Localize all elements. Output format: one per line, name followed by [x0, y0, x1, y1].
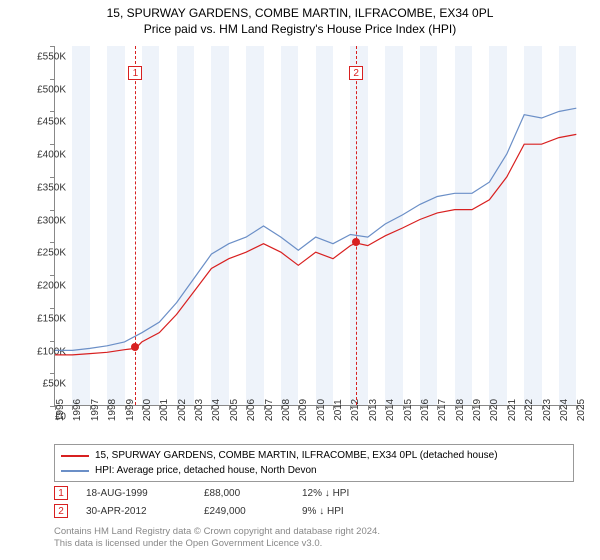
footer-attribution: Contains HM Land Registry data © Crown c…	[54, 526, 380, 551]
info-price: £88,000	[204, 488, 284, 499]
marker-dot	[131, 343, 139, 351]
footer-line-2: This data is licensed under the Open Gov…	[54, 538, 380, 550]
info-delta: 9% ↓ HPI	[302, 506, 344, 517]
series-hpi	[55, 108, 576, 350]
info-row: 2 30-APR-2012 £249,000 9% ↓ HPI	[54, 502, 349, 520]
legend-label: 15, SPURWAY GARDENS, COMBE MARTIN, ILFRA…	[95, 448, 498, 463]
marker-line	[356, 46, 357, 405]
footer-line-1: Contains HM Land Registry data © Crown c…	[54, 526, 380, 538]
y-axis-label: £0	[55, 412, 66, 423]
title-line-2: Price paid vs. HM Land Registry's House …	[0, 22, 600, 38]
plot-area: 1995199619971998199920002001200220032004…	[54, 46, 584, 406]
legend-swatch	[61, 455, 89, 457]
chart-container: 15, SPURWAY GARDENS, COMBE MARTIN, ILFRA…	[0, 0, 600, 560]
marker-number-box: 1	[128, 66, 142, 80]
info-marker-box: 2	[54, 504, 68, 518]
legend-row: 15, SPURWAY GARDENS, COMBE MARTIN, ILFRA…	[61, 448, 567, 463]
info-delta: 12% ↓ HPI	[302, 488, 349, 499]
legend-label: HPI: Average price, detached house, Nort…	[95, 463, 317, 478]
transaction-info: 1 18-AUG-1999 £88,000 12% ↓ HPI 2 30-APR…	[54, 484, 349, 520]
marker-dot	[352, 238, 360, 246]
info-marker-box: 1	[54, 486, 68, 500]
marker-number-box: 2	[349, 66, 363, 80]
info-date: 18-AUG-1999	[86, 488, 186, 499]
info-date: 30-APR-2012	[86, 506, 186, 517]
legend-swatch	[61, 470, 89, 472]
chart-title: 15, SPURWAY GARDENS, COMBE MARTIN, ILFRA…	[0, 0, 600, 37]
title-line-1: 15, SPURWAY GARDENS, COMBE MARTIN, ILFRA…	[0, 6, 600, 22]
legend: 15, SPURWAY GARDENS, COMBE MARTIN, ILFRA…	[54, 444, 574, 482]
legend-row: HPI: Average price, detached house, Nort…	[61, 463, 567, 478]
info-row: 1 18-AUG-1999 £88,000 12% ↓ HPI	[54, 484, 349, 502]
info-price: £249,000	[204, 506, 284, 517]
